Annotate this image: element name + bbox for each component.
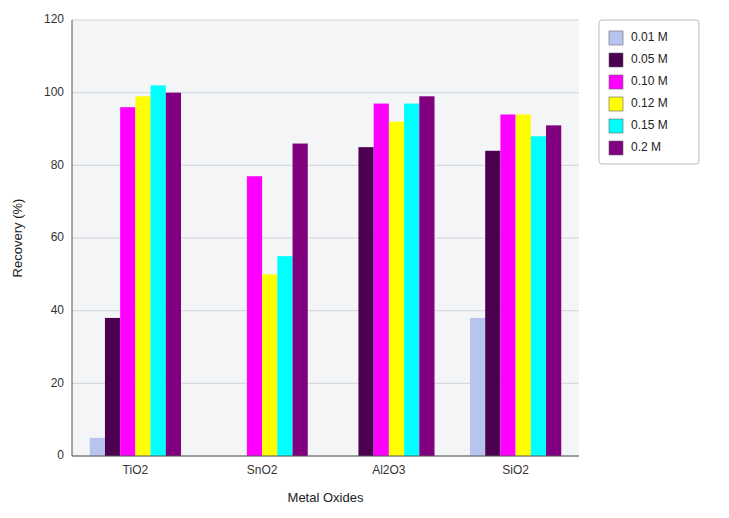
bar: 0.12 M: 99 <box>135 96 150 456</box>
legend-swatch <box>609 31 623 45</box>
legend-label: 0.01 M <box>631 30 668 44</box>
bar: 0.10 M: 96 <box>120 107 135 456</box>
y-tick-label: 40 <box>51 303 65 317</box>
y-axis-line <box>72 20 73 456</box>
x-tick-label: TiO2 <box>123 463 149 477</box>
legend-swatch <box>609 75 623 89</box>
x-axis-label: Metal Oxides <box>288 490 364 505</box>
bar: 0.12 M: 92 <box>389 122 404 456</box>
y-tick-label: 20 <box>51 376 65 390</box>
y-tick-label: 100 <box>44 85 64 99</box>
grid-line <box>72 20 579 21</box>
legend-swatch <box>609 97 623 111</box>
bar: 0.01 M: 38 <box>470 318 485 456</box>
bar: 0.15 M: 102 <box>151 85 166 456</box>
bar: 0.12 M: 50 <box>262 274 277 456</box>
bar: 0.01 M: 5 <box>90 438 105 456</box>
bar: 0.15 M: 55 <box>277 256 292 456</box>
bar: 0.2 M: 91 <box>546 125 561 456</box>
bar: 0.2 M: 86 <box>293 144 308 456</box>
chart: 0 20 40 60 80 100 120 0.01 M: 50.01 M: 00.01 M:… <box>0 0 729 518</box>
x-tick-label: Al2O3 <box>372 463 406 477</box>
x-tick-label: SnO2 <box>247 463 278 477</box>
legend-label: 0.12 M <box>631 96 668 110</box>
legend-label: 0.10 M <box>631 74 668 88</box>
grid-line <box>72 92 579 93</box>
x-axis-line <box>72 456 579 457</box>
legend-swatch <box>609 53 623 67</box>
x-tick-label: SiO2 <box>502 463 529 477</box>
bar: 0.10 M: 94 <box>500 114 515 456</box>
bar: 0.2 M: 99 <box>419 96 434 456</box>
y-axis-label: Recovery (%) <box>10 199 25 278</box>
legend-swatch <box>609 141 623 155</box>
bar: 0.15 M: 88 <box>531 136 546 456</box>
y-tick-label: 80 <box>51 158 65 172</box>
y-tick-label: 120 <box>44 12 64 26</box>
legend-label: 0.2 M <box>631 140 661 154</box>
bar: 0.15 M: 97 <box>404 104 419 456</box>
bar: 0.10 M: 77 <box>247 176 262 456</box>
bar: 0.10 M: 97 <box>374 104 389 456</box>
legend-box <box>599 20 699 164</box>
bar: 0.05 M: 38 <box>105 318 120 456</box>
legend-label: 0.15 M <box>631 118 668 132</box>
plot-area <box>72 20 579 456</box>
bar: 0.2 M: 100 <box>166 93 181 456</box>
grid <box>72 20 579 456</box>
y-tick-label: 0 <box>57 448 64 462</box>
bar: 0.05 M: 84 <box>485 151 500 456</box>
bar: 0.12 M: 94 <box>516 114 531 456</box>
y-tick-label: 60 <box>51 230 65 244</box>
legend-swatch <box>609 119 623 133</box>
legend-label: 0.05 M <box>631 52 668 66</box>
bar: 0.05 M: 85 <box>358 147 373 456</box>
grid-line <box>72 456 579 457</box>
legend: 0.01 M 0.05 M 0.10 M 0.12 M 0.15 M 0.2 M <box>599 20 699 164</box>
bars: 0.01 M: 50.01 M: 00.01 M: 00.01 M: 380.0… <box>90 85 562 456</box>
